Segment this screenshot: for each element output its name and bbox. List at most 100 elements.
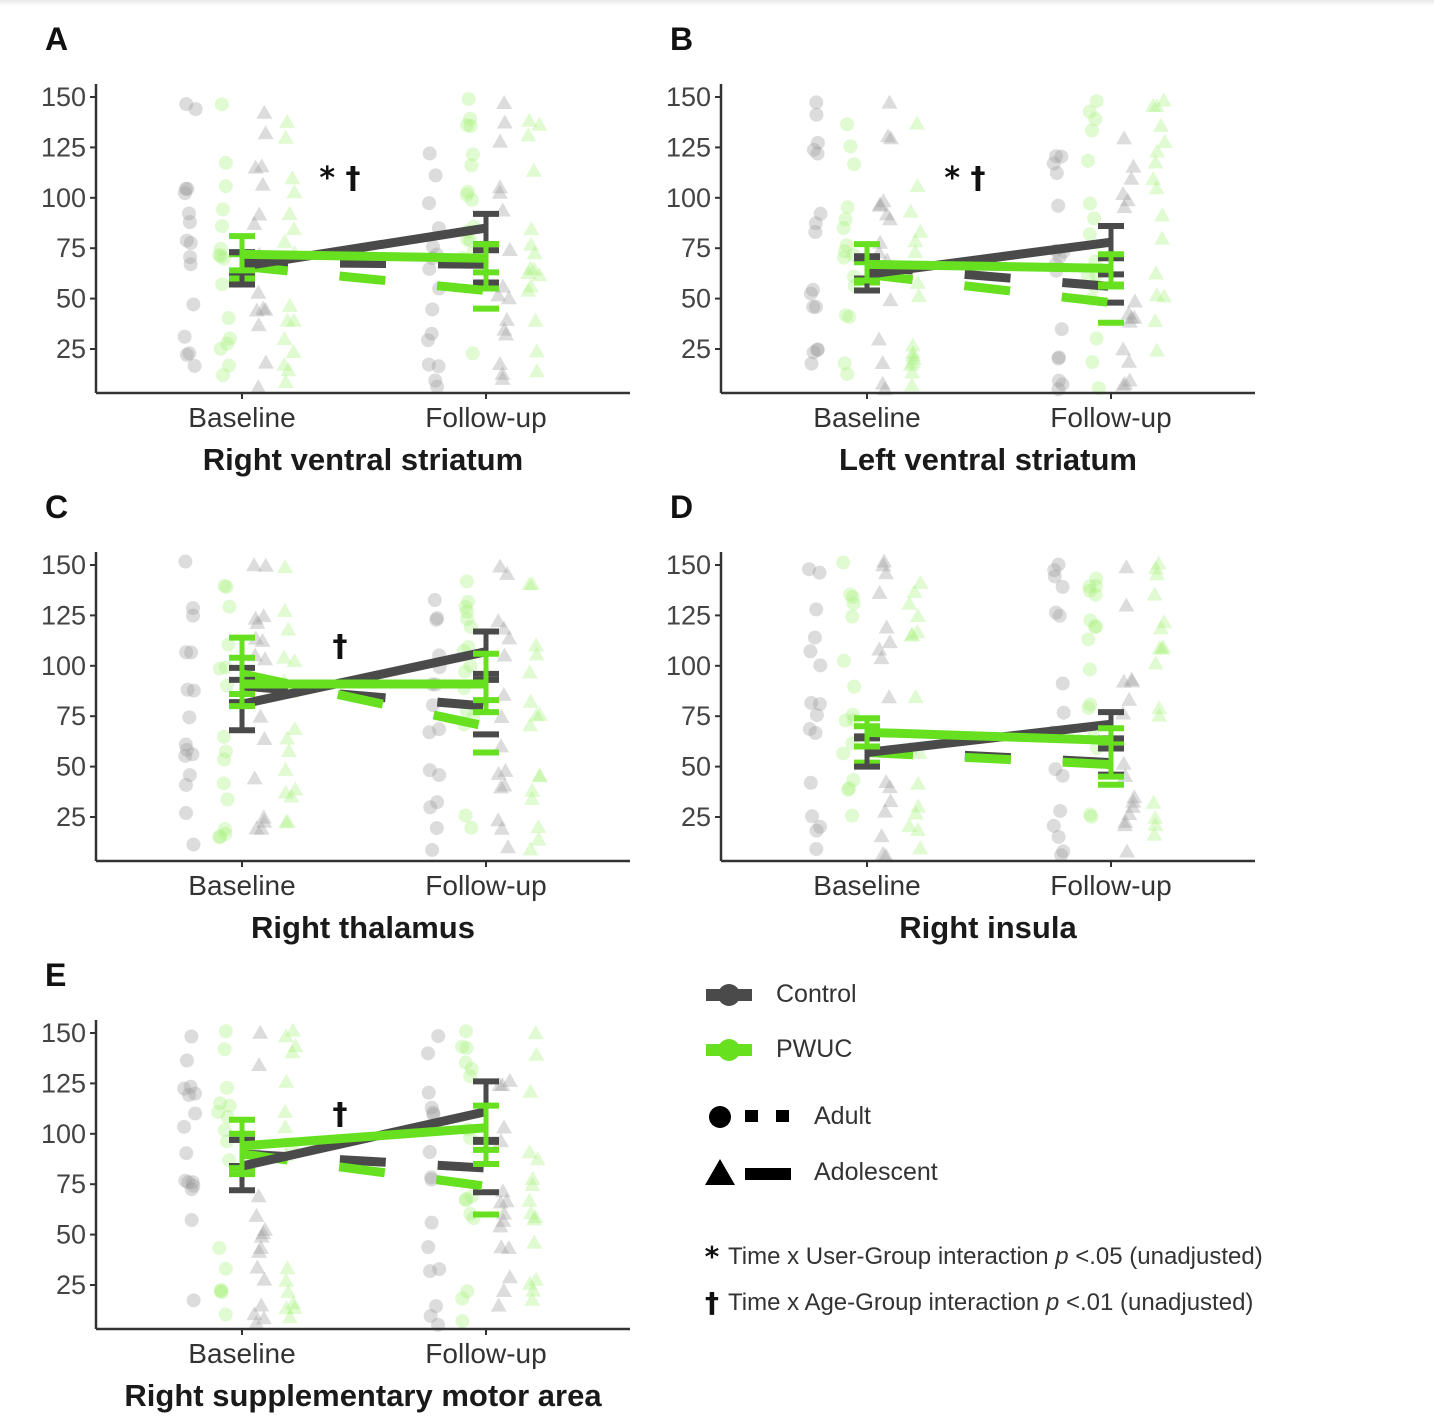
raw-point <box>905 354 922 369</box>
raw-point <box>874 354 891 369</box>
raw-point <box>186 683 201 698</box>
error-bar <box>229 1116 255 1178</box>
raw-point <box>1115 755 1132 770</box>
raw-point <box>179 233 194 248</box>
raw-point <box>492 1218 509 1233</box>
raw-point <box>1118 559 1135 574</box>
raw-point <box>803 644 818 659</box>
raw-point <box>1154 640 1171 655</box>
raw-point <box>530 819 547 834</box>
raw-point <box>1049 149 1064 164</box>
raw-point <box>455 1039 470 1054</box>
y-tick-label: 25 <box>56 1270 86 1300</box>
raw-point <box>1152 620 1169 635</box>
raw-point <box>871 584 888 599</box>
raw-point <box>464 820 479 835</box>
raw-point <box>527 1025 544 1040</box>
raw-point <box>880 128 897 143</box>
raw-point <box>1148 287 1165 302</box>
error-bar <box>229 233 255 274</box>
raw-point <box>458 808 473 823</box>
raw-point <box>287 781 304 796</box>
raw-point <box>846 596 861 611</box>
y-tick-label: 125 <box>41 600 86 630</box>
raw-point <box>178 777 193 792</box>
raw-point <box>524 1176 541 1191</box>
raw-point <box>214 1285 229 1300</box>
raw-point <box>280 742 297 757</box>
raw-point <box>843 139 858 154</box>
series-line <box>866 259 1112 273</box>
raw-point <box>455 1291 470 1306</box>
y-tick-label: 75 <box>681 701 711 731</box>
raw-point <box>458 599 473 614</box>
raw-point <box>836 746 851 761</box>
raw-point <box>178 737 193 752</box>
raw-point <box>213 241 228 256</box>
raw-point <box>813 658 828 673</box>
raw-point <box>525 1282 542 1297</box>
raw-point <box>496 95 513 110</box>
raw-point <box>1146 826 1163 841</box>
raw-point <box>1147 809 1164 824</box>
raw-point <box>1046 818 1061 833</box>
raw-point <box>522 693 539 708</box>
raw-point <box>495 686 512 701</box>
raw-point <box>424 1172 439 1187</box>
raw-point <box>1151 700 1168 715</box>
note-user-group: * Time x User-Group interaction p <.05 (… <box>700 1240 1263 1273</box>
raw-point <box>521 1275 538 1290</box>
raw-point <box>525 162 542 177</box>
raw-point <box>492 179 509 194</box>
raw-point <box>212 830 227 845</box>
raw-point <box>813 819 828 834</box>
raw-point <box>881 94 898 109</box>
raw-point <box>248 1207 265 1222</box>
raw-point <box>843 587 858 602</box>
raw-point <box>812 565 827 580</box>
raw-point <box>840 117 855 132</box>
raw-point <box>217 578 232 593</box>
raw-point <box>186 1178 201 1193</box>
raw-point <box>526 1211 543 1226</box>
raw-point <box>810 342 825 357</box>
raw-point <box>909 177 926 192</box>
raw-point <box>909 607 926 622</box>
raw-point <box>492 1194 509 1209</box>
raw-point <box>903 377 920 392</box>
raw-point <box>496 1119 513 1134</box>
raw-point <box>492 133 509 148</box>
raw-point <box>1055 579 1070 594</box>
raw-point <box>1147 655 1164 670</box>
raw-point <box>522 1083 539 1098</box>
raw-point <box>422 763 437 778</box>
note-text-after: <.01 (unadjusted) <box>1059 1288 1254 1316</box>
raw-point <box>1123 671 1140 686</box>
raw-point <box>246 770 263 785</box>
raw-point <box>1125 158 1142 173</box>
series-line <box>241 1123 487 1151</box>
raw-point <box>254 632 271 647</box>
raw-point <box>876 553 893 568</box>
raw-point <box>181 206 196 221</box>
panel-letter: D <box>670 489 693 525</box>
raw-point <box>280 362 297 377</box>
raw-point <box>493 738 510 753</box>
raw-point <box>500 290 517 305</box>
raw-point <box>500 1240 517 1255</box>
raw-point <box>910 288 927 303</box>
raw-point <box>1081 153 1096 168</box>
raw-point <box>907 689 924 704</box>
raw-point <box>251 1057 268 1072</box>
raw-point <box>422 725 437 740</box>
note-text-before: Time x Age-Group interaction <box>728 1288 1046 1316</box>
raw-point <box>248 820 265 835</box>
raw-point <box>214 1282 229 1297</box>
raw-point <box>422 196 437 211</box>
raw-point <box>836 555 851 570</box>
raw-point <box>1082 583 1097 598</box>
raw-point <box>463 119 478 134</box>
y-tick-label: 150 <box>666 82 711 112</box>
raw-point <box>1082 807 1097 822</box>
raw-point <box>845 808 860 823</box>
